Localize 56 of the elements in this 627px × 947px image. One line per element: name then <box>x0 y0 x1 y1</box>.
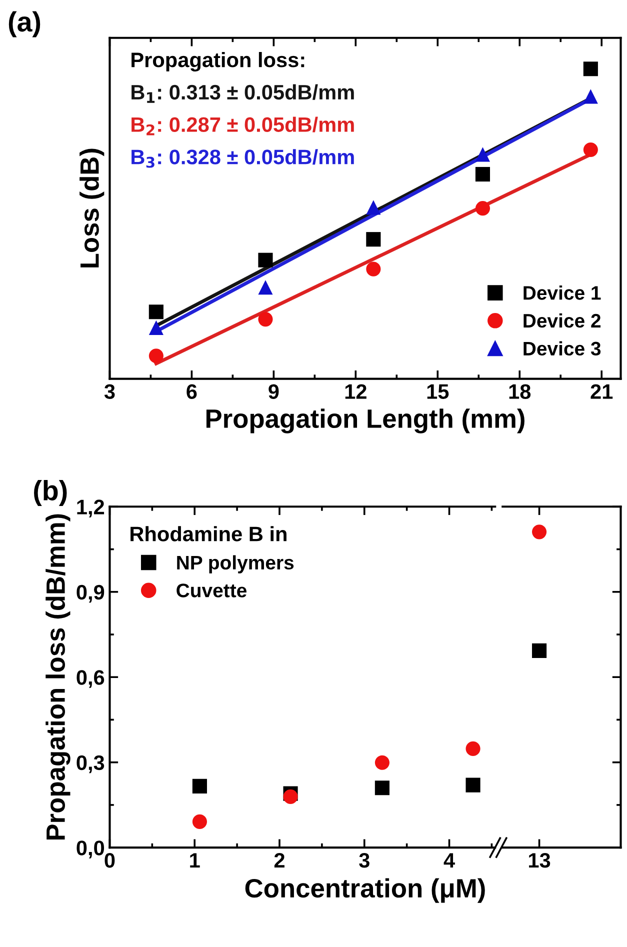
legend-label: Device 1 <box>524 286 601 300</box>
y-tick-label: 0,6 <box>76 670 104 688</box>
point <box>258 252 273 268</box>
point <box>475 147 490 162</box>
legend-title: Rhodamine B in <box>130 526 286 542</box>
x-tick-label: 15 <box>427 384 449 399</box>
point <box>475 201 490 216</box>
point <box>374 755 390 770</box>
point <box>148 320 164 335</box>
legend-label: Cuvette <box>176 584 246 598</box>
x-tick-label: 4 <box>444 853 455 868</box>
x-tick-label: 18 <box>509 384 531 399</box>
y-tick-label: 0,3 <box>76 755 104 774</box>
point <box>192 778 207 794</box>
point <box>583 142 598 158</box>
y-tick-label: 0,0 <box>76 840 104 858</box>
x-tick-label: 21 <box>590 384 613 399</box>
point <box>366 232 381 247</box>
text: B$_{1}$: 0.313 ± 0.05dB/mm <box>132 84 354 103</box>
x-tick-label: 3 <box>104 384 115 399</box>
annotation: Propagation loss: <box>132 52 304 72</box>
legend-label: NP polymers <box>177 555 294 574</box>
point <box>148 304 164 320</box>
text: (b) <box>34 480 67 506</box>
point <box>366 200 381 215</box>
text: (a) <box>8 11 40 38</box>
point <box>366 262 381 276</box>
x-axis-title: Concentration (μM) <box>245 878 485 903</box>
legend-label: Device 3 <box>524 341 601 356</box>
x-tick-label: 9 <box>268 384 279 399</box>
y-axis-title: Propagation loss (dB/mm) <box>46 514 70 840</box>
legend-label: Device 2 <box>524 313 601 328</box>
point <box>583 89 598 104</box>
x-tick-label: 1 <box>190 853 200 868</box>
point <box>283 789 298 804</box>
point <box>583 62 598 76</box>
x-tick-label: 13 <box>529 852 550 868</box>
point <box>258 312 273 327</box>
text: B$_{2}$: 0.287 ± 0.05dB/mm <box>132 116 354 136</box>
x-tick-label: 0 <box>104 852 115 868</box>
point <box>148 348 164 364</box>
point <box>466 741 480 756</box>
y-tick-label: 0,9 <box>76 584 104 603</box>
point <box>466 778 480 792</box>
point <box>475 166 490 182</box>
x-tick-label: 6 <box>186 384 197 399</box>
point <box>192 814 207 829</box>
y-axis-title: Loss (dB) <box>80 148 104 268</box>
x-tick-label: 12 <box>345 384 366 399</box>
x-tick-label: 3 <box>359 852 370 868</box>
point <box>258 280 273 295</box>
x-axis-title: Propagation Length (mm) <box>206 408 524 434</box>
point <box>374 780 390 796</box>
x-tick-label: 2 <box>274 852 284 868</box>
y-tick-label: 1,2 <box>77 500 104 518</box>
text: B$_{3}$: 0.328 ± 0.05dB/mm <box>132 149 354 168</box>
